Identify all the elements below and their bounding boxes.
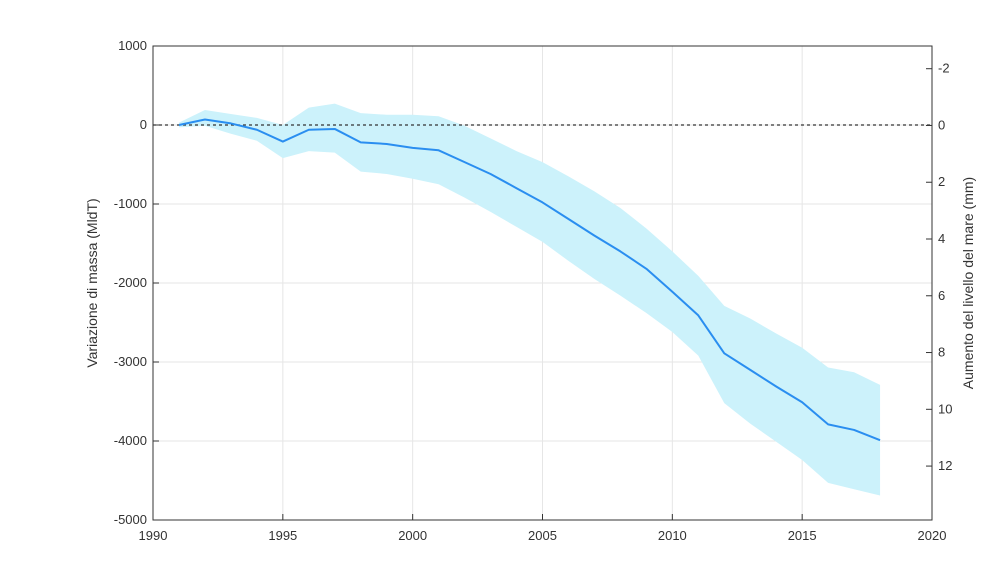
y-tick-label: -5000 <box>114 512 147 527</box>
x-tick-label: 2000 <box>398 528 427 543</box>
y-axis-label: Variazione di massa (MldT) <box>84 198 100 367</box>
x-tick-labels: 1990 1995 2000 2005 2010 2015 2020 <box>139 528 947 543</box>
right-y-tick-labels: -2 0 2 4 6 8 10 12 <box>938 61 952 473</box>
y-tick-label: -3000 <box>114 354 147 369</box>
right-y-tick-label: 4 <box>938 231 945 246</box>
x-tick-label: 1995 <box>268 528 297 543</box>
right-y-tick-label: 12 <box>938 458 952 473</box>
x-tick-label: 1990 <box>139 528 168 543</box>
y-tick-labels: 1000 0 -1000 -2000 -3000 -4000 -5000 <box>114 38 147 527</box>
y-tick-label: 1000 <box>118 38 147 53</box>
x-tick-label: 2010 <box>658 528 687 543</box>
right-y-axis-label: Aumento del livello del mare (mm) <box>960 177 976 389</box>
right-y-tick-label: 2 <box>938 174 945 189</box>
right-y-tick-label: 8 <box>938 345 945 360</box>
right-y-tick-label: -2 <box>938 61 950 76</box>
right-y-tick-label: 6 <box>938 288 945 303</box>
right-y-tick-label: 0 <box>938 117 945 132</box>
uncertainty-band <box>178 103 881 496</box>
mass-change-line <box>178 118 881 442</box>
x-tick-label: 2015 <box>788 528 817 543</box>
x-tick-label: 2005 <box>528 528 557 543</box>
uncertainty-band-layer <box>178 103 881 496</box>
series-line-layer <box>178 118 881 442</box>
y-tick-label: -2000 <box>114 275 147 290</box>
x-tick-label: 2020 <box>918 528 947 543</box>
axes <box>152 45 933 521</box>
y-tick-label: -4000 <box>114 433 147 448</box>
y-tick-label: 0 <box>140 117 147 132</box>
right-y-tick-label: 10 <box>938 401 952 416</box>
y-tick-label: -1000 <box>114 196 147 211</box>
